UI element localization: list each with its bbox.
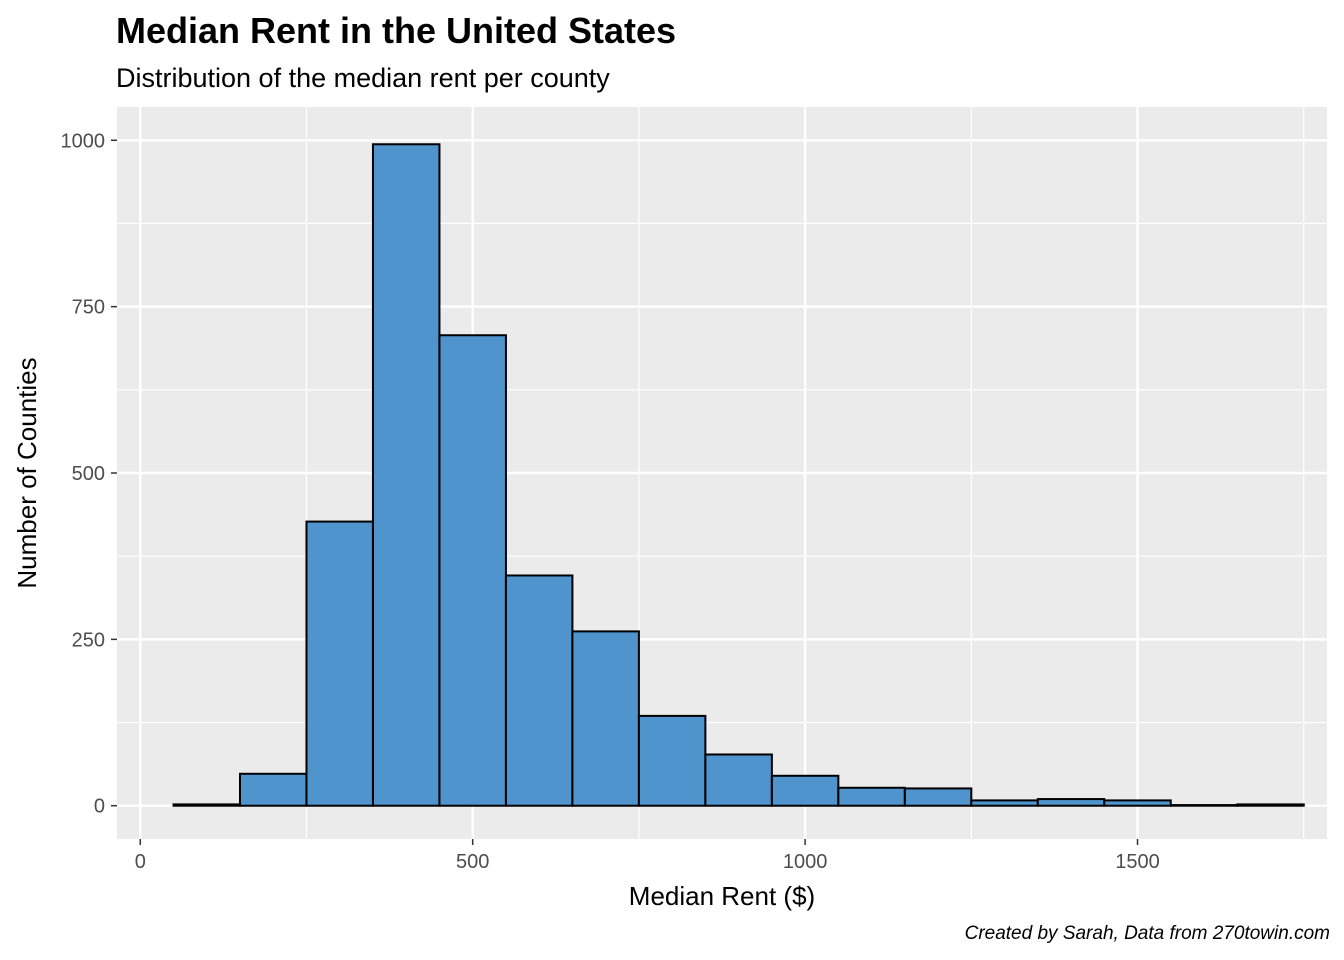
y-tick-label: 750: [72, 297, 105, 319]
histogram-bar: [970, 799, 1039, 807]
histogram-bar: [1169, 804, 1239, 807]
bars: [172, 143, 1305, 807]
x-tick-label: 1500: [1115, 851, 1160, 873]
x-tick-label: 0: [135, 851, 146, 873]
chart-subtitle: Distribution of the median rent per coun…: [116, 63, 610, 93]
y-tick-label: 0: [94, 796, 105, 818]
y-tick-label: 500: [72, 463, 105, 485]
histogram-bar: [438, 334, 507, 807]
y-axis: 0 250 500 750 1000: [61, 130, 117, 818]
histogram-bar: [238, 772, 308, 807]
histogram-bar: [770, 774, 840, 807]
histogram-bar: [1103, 799, 1172, 807]
caption: Created by Sarah, Data from 270towin.com: [964, 923, 1330, 944]
histogram-bar: [371, 143, 441, 807]
y-axis-title: Number of Counties: [12, 357, 42, 588]
histogram-bar: [837, 786, 906, 807]
histogram-bar: [704, 753, 773, 807]
y-tick-label: 1000: [61, 130, 106, 152]
x-axis: 0 500 1000 1500: [135, 839, 1160, 873]
chart-title: Median Rent in the United States: [116, 10, 677, 51]
y-tick-label: 250: [72, 629, 105, 651]
histogram-bar: [1236, 803, 1305, 807]
histogram-bar: [571, 630, 640, 807]
histogram-bar: [1036, 798, 1106, 807]
histogram-bar: [637, 714, 707, 807]
histogram-bar: [172, 803, 241, 807]
histogram-bar: [504, 574, 574, 807]
x-tick-label: 1000: [783, 851, 828, 873]
x-tick-label: 500: [456, 851, 489, 873]
x-axis-title: Median Rent ($): [629, 881, 815, 911]
histogram-bar: [903, 787, 973, 807]
histogram-bar: [305, 520, 374, 807]
